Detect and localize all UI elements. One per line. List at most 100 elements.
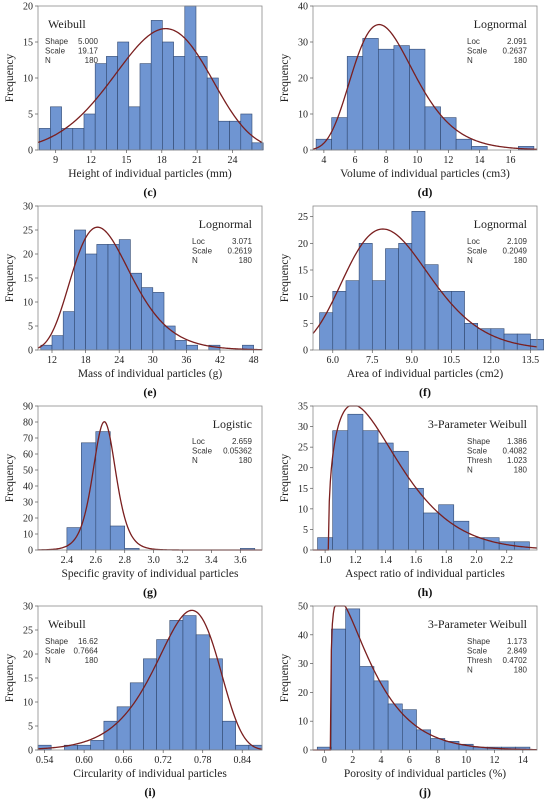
- histogram-panel-c: 9 12 15 18 21 24 0 5 10 15 20 Height of individual …: [0, 0, 275, 200]
- x-tick-label: 2.2: [500, 555, 513, 566]
- y-tick-label: 0: [303, 146, 308, 157]
- stat-value: 19.17: [78, 47, 99, 56]
- histogram-bar: [77, 744, 92, 751]
- panel-caption: (f): [419, 385, 431, 399]
- histogram-bar: [156, 639, 171, 751]
- y-tick-label: 0: [303, 746, 308, 757]
- y-tick-label: 20: [23, 650, 33, 661]
- y-tick-label: 20: [23, 250, 33, 261]
- y-tick-label: 20: [298, 688, 308, 699]
- histogram-bar: [61, 128, 74, 151]
- stat-label: Scale: [45, 647, 66, 656]
- y-tick-label: 10: [298, 504, 308, 515]
- y-tick-label: 15: [298, 266, 308, 277]
- y-tick-label: 5: [28, 722, 33, 733]
- x-tick-label: 14: [518, 755, 528, 766]
- histogram-bar: [173, 56, 186, 151]
- y-tick-label: 10: [298, 292, 308, 303]
- fit-curve: [37, 27, 263, 144]
- stat-label: Loc: [192, 237, 205, 246]
- y-tick-label: 10: [23, 74, 33, 85]
- histogram-bar: [516, 333, 531, 351]
- stat-value: 1.173: [507, 637, 528, 646]
- histogram-bar: [319, 312, 334, 351]
- histogram-bar: [222, 720, 236, 751]
- x-tick-label: 36: [181, 355, 191, 366]
- histogram-bar: [106, 56, 118, 151]
- histogram-bar: [424, 106, 441, 151]
- x-tick-label: 30: [148, 355, 158, 366]
- x-tick-label: 2.6: [90, 555, 103, 566]
- histogram-bar: [174, 340, 187, 351]
- x-tick-label: 0: [322, 755, 327, 766]
- x-tick-label: 6.0: [327, 355, 340, 366]
- stat-value: 2.849: [507, 647, 528, 656]
- x-tick-label: 12: [489, 755, 499, 766]
- histogram-bar: [451, 291, 465, 351]
- histogram-bar: [186, 344, 198, 351]
- y-tick-label: 20: [23, 2, 33, 13]
- histogram-bar: [317, 537, 333, 551]
- stat-label: Loc: [467, 37, 480, 46]
- histogram-bar: [72, 128, 85, 151]
- x-tick-label: 42: [215, 355, 225, 366]
- distribution-name: Weibull: [48, 17, 86, 31]
- histogram-bar: [358, 243, 373, 351]
- histogram-bar: [152, 292, 165, 351]
- stat-label: Scale: [192, 247, 213, 256]
- stat-value: 0.7664: [74, 647, 99, 656]
- histogram-bar: [116, 706, 131, 751]
- y-tick-label: 30: [298, 422, 308, 433]
- y-tick-label: 25: [298, 443, 308, 454]
- histogram-panel-e: 12 18 24 30 36 42 48 0 5 10 15 20 25 30 Mass of indivi…: [0, 200, 275, 400]
- histogram-bar: [377, 442, 394, 551]
- histogram-panel-d: 4 6 8 10 12 14 16 0 10 20 30 40 Volume of individual…: [275, 0, 550, 200]
- histogram-svg: 6.0 7.5 9.0 10.5 12.0 13.5 0 5 10 15 20 25 Area of i…: [279, 205, 544, 399]
- y-tick-label: 40: [298, 630, 308, 641]
- histogram-bar: [50, 106, 62, 151]
- y-tick-label: 30: [23, 602, 33, 613]
- histogram-bar: [362, 430, 379, 551]
- y-tick-label: 0: [28, 546, 33, 557]
- histogram-bar: [51, 335, 64, 351]
- x-tick-label: 18: [157, 155, 167, 166]
- x-tick-label: 12.0: [482, 355, 500, 366]
- stat-label: N: [45, 656, 51, 665]
- stat-value: 0.2619: [228, 247, 253, 256]
- x-tick-label: 3.4: [205, 555, 218, 566]
- stat-value: 0.2049: [503, 247, 528, 256]
- x-tick-label: 6: [407, 755, 412, 766]
- histogram-bar: [162, 41, 174, 151]
- stat-value: 1.386: [507, 437, 528, 446]
- stat-value: 2.091: [507, 37, 528, 46]
- stat-label: N: [467, 56, 473, 65]
- histogram-bar: [385, 248, 399, 351]
- histogram-bar: [455, 138, 472, 151]
- stat-label: Shape: [467, 637, 491, 646]
- x-axis-label: Aspect ratio of individual particles: [345, 568, 505, 580]
- y-tick-label: 20: [298, 239, 308, 250]
- x-tick-label: 2.4: [61, 555, 74, 566]
- histogram-bar: [468, 537, 485, 551]
- histogram-bar: [90, 740, 105, 751]
- histogram-bar: [331, 117, 348, 151]
- fit-curve: [312, 228, 538, 348]
- y-axis-label: Frequency: [4, 453, 16, 502]
- histogram-bar: [208, 658, 223, 751]
- y-tick-label: 30: [23, 498, 33, 509]
- histogram-panel-h: 1.0 1.2 1.4 1.6 1.8 2.0 2.2 0 5 10 15 20 25 30 35 Aspec…: [275, 400, 550, 600]
- histogram-bar: [240, 113, 253, 151]
- histogram-bar: [150, 20, 163, 151]
- plot-area: [38, 406, 262, 550]
- histogram-bar: [229, 120, 242, 151]
- stat-value: 0.4082: [503, 447, 528, 456]
- panel-caption: (e): [143, 385, 156, 399]
- x-tick-label: 0.78: [194, 755, 212, 766]
- histogram-bar: [139, 63, 152, 151]
- y-tick-label: 10: [23, 298, 33, 309]
- y-axis-label: Frequency: [279, 253, 291, 302]
- stat-value: 0.4702: [503, 656, 528, 665]
- stat-label: N: [192, 256, 198, 265]
- histogram-bar: [128, 106, 141, 151]
- y-axis-label: Frequency: [4, 653, 16, 702]
